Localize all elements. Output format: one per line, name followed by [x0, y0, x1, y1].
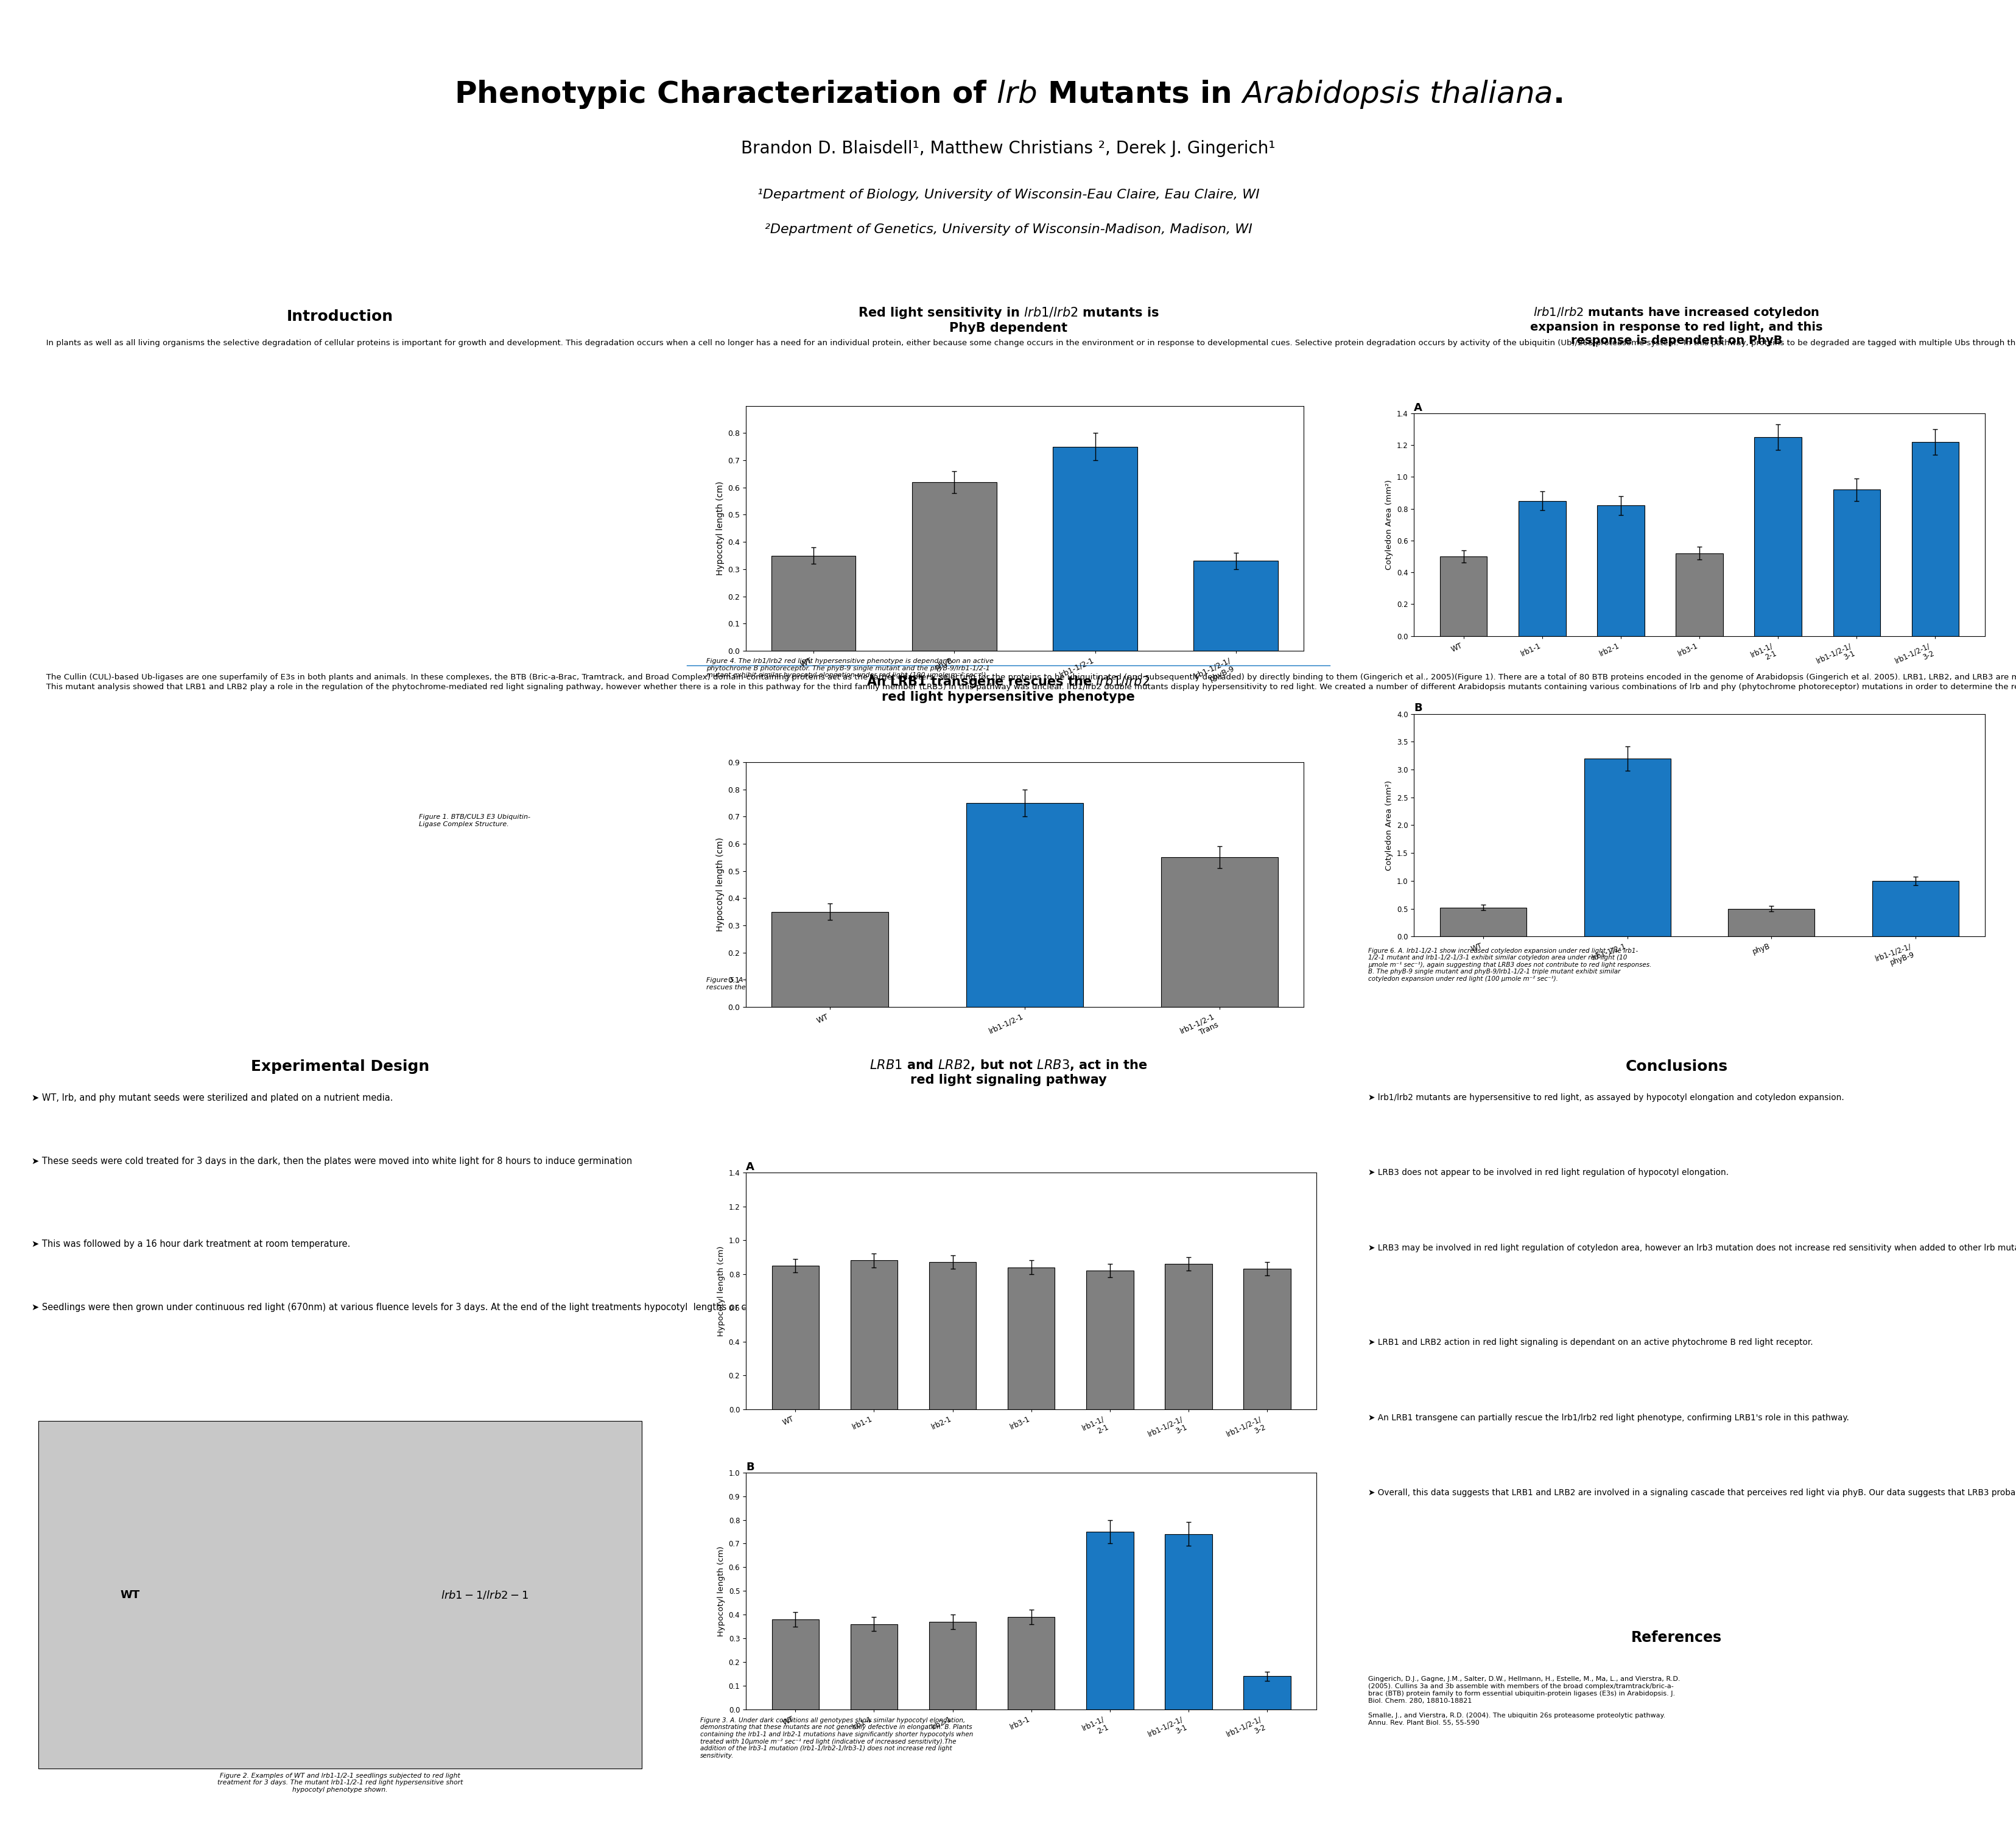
Text: $\it{lrb1-1/lrb2-1}$: $\it{lrb1-1/lrb2-1}$ — [439, 1589, 528, 1600]
Bar — [1871, 880, 1958, 937]
Text: ➤ These seeds were cold treated for 3 days in the dark, then the plates were mov: ➤ These seeds were cold treated for 3 da… — [32, 1156, 633, 1165]
Bar — [1728, 909, 1814, 937]
Bar — [1008, 1267, 1054, 1410]
Text: $\it{LRB1}$ and $\it{LRB2}$, but not $\it{LRB3}$, act in the
red light signaling: $\it{LRB1}$ and $\it{LRB2}$, but not $\i… — [869, 1059, 1147, 1086]
Y-axis label: Cotyledon Area (mm²): Cotyledon Area (mm²) — [1385, 479, 1393, 569]
Text: A: A — [746, 1162, 754, 1173]
Bar — [1439, 556, 1486, 635]
Bar — [1161, 858, 1278, 1007]
Text: Phenotypic Characterization of $\it{lrb}$ Mutants in $\it{Arabidopsis\ thaliana}: Phenotypic Characterization of $\it{lrb}… — [454, 79, 1562, 110]
Bar — [1244, 1268, 1290, 1410]
Bar — [911, 482, 996, 650]
Bar — [1911, 442, 1958, 635]
Bar — [1675, 554, 1722, 635]
Text: Gingerich, D.J., Gagne, J.M., Salter, D.W., Hellmann, H., Estelle, M., Ma, L., a: Gingerich, D.J., Gagne, J.M., Salter, D.… — [1367, 1677, 1679, 1727]
Bar — [1439, 908, 1526, 937]
Text: ➤ WT, lrb, and phy mutant seeds were sterilized and plated on a nutrient media.: ➤ WT, lrb, and phy mutant seeds were ste… — [32, 1094, 393, 1103]
Text: Experimental Design: Experimental Design — [250, 1060, 429, 1073]
Bar — [1087, 1532, 1133, 1710]
Text: ➤ This was followed by a 16 hour dark treatment at room temperature.: ➤ This was followed by a 16 hour dark tr… — [32, 1239, 351, 1248]
Bar — [772, 1620, 818, 1710]
Text: Introduction: Introduction — [286, 309, 393, 324]
Text: Figure 3. A. Under dark conditions all genotypes show similar hypocotyl elongati: Figure 3. A. Under dark conditions all g… — [700, 1718, 972, 1758]
Text: In plants as well as all living organisms the selective degradation of cellular : In plants as well as all living organism… — [38, 339, 2016, 346]
Bar — [1585, 758, 1669, 937]
Bar — [1518, 501, 1564, 635]
Text: A: A — [1413, 401, 1421, 412]
Bar — [1052, 447, 1137, 650]
Bar — [1193, 562, 1278, 650]
Text: ➤ LRB3 does not appear to be involved in red light regulation of hypocotyl elong: ➤ LRB3 does not appear to be involved in… — [1367, 1169, 1728, 1176]
Y-axis label: Hypocotyl length (cm): Hypocotyl length (cm) — [716, 481, 724, 576]
Text: Figure 5. A transgene encoding an epitope-tagged WT version of LRB1 partially
re: Figure 5. A transgene encoding an epitop… — [706, 978, 976, 990]
Bar — [38, 1421, 641, 1769]
Bar — [1754, 436, 1800, 635]
Text: Figure 4. The lrb1/lrb2 red light hypersensitive phenotype is dependant on an ac: Figure 4. The lrb1/lrb2 red light hypers… — [706, 659, 994, 679]
Bar — [1165, 1265, 1212, 1410]
Bar — [772, 1265, 818, 1410]
Text: $\it{lrb1/lrb2}$ mutants have increased cotyledon
expansion in response to red l: $\it{lrb1/lrb2}$ mutants have increased … — [1530, 306, 1822, 346]
Text: ➤ Seedlings were then grown under continuous red light (670nm) at various fluenc: ➤ Seedlings were then grown under contin… — [32, 1303, 887, 1313]
Text: Brandon D. Blaisdell¹, Matthew Christians ², Derek J. Gingerich¹: Brandon D. Blaisdell¹, Matthew Christian… — [742, 140, 1274, 156]
Text: ➤ Overall, this data suggests that LRB1 and LRB2 are involved in a signaling cas: ➤ Overall, this data suggests that LRB1 … — [1367, 1488, 2016, 1497]
Bar — [851, 1624, 897, 1710]
Bar — [929, 1263, 976, 1410]
Text: References: References — [1631, 1631, 1722, 1646]
Text: B: B — [746, 1462, 754, 1473]
Text: ²Department of Genetics, University of Wisconsin-Madison, Madison, WI: ²Department of Genetics, University of W… — [764, 223, 1252, 236]
Bar — [1087, 1270, 1133, 1410]
Text: ¹Department of Biology, University of Wisconsin-Eau Claire, Eau Claire, WI: ¹Department of Biology, University of Wi… — [756, 188, 1260, 201]
Text: The Cullin (CUL)-based Ub-ligases are one superfamily of E3s in both plants and : The Cullin (CUL)-based Ub-ligases are on… — [38, 674, 2016, 690]
Text: ➤ LRB3 may be involved in red light regulation of cotyledon area, however an lrb: ➤ LRB3 may be involved in red light regu… — [1367, 1243, 2016, 1252]
Text: Figure 2. Examples of WT and lrb1-1/2-1 seedlings subjected to red light
treatme: Figure 2. Examples of WT and lrb1-1/2-1 … — [218, 1773, 464, 1793]
Bar — [851, 1261, 897, 1410]
Text: WT: WT — [121, 1589, 139, 1600]
Text: Conclusions: Conclusions — [1625, 1060, 1728, 1073]
Y-axis label: Hypocotyl length (cm): Hypocotyl length (cm) — [718, 1546, 726, 1637]
Text: ➤ An LRB1 transgene can partially rescue the lrb1/lrb2 red light phenotype, conf: ➤ An LRB1 transgene can partially rescue… — [1367, 1414, 1849, 1421]
Y-axis label: Cotyledon Area (mm²): Cotyledon Area (mm²) — [1385, 781, 1393, 871]
Text: ➤ LRB1 and LRB2 action in red light signaling is dependant on an active phytochr: ➤ LRB1 and LRB2 action in red light sign… — [1367, 1338, 1812, 1348]
Bar — [1008, 1616, 1054, 1710]
Text: B: B — [1413, 703, 1421, 714]
Text: Figure 6. A. lrb1-1/2-1 show increased cotyledon expansion under red light. The : Figure 6. A. lrb1-1/2-1 show increased c… — [1367, 948, 1651, 981]
Text: An LRB1 transgene rescues the $\it{lrb1/lrb2}$
red light hypersensitive phenotyp: An LRB1 transgene rescues the $\it{lrb1/… — [867, 674, 1149, 703]
Bar — [1597, 506, 1643, 635]
Bar — [1833, 490, 1879, 635]
Bar — [966, 803, 1083, 1007]
Bar — [770, 556, 855, 650]
Bar — [1165, 1534, 1212, 1710]
Text: Figure 1. BTB/CUL3 E3 Ubiquitin-
Ligase Complex Structure.: Figure 1. BTB/CUL3 E3 Ubiquitin- Ligase … — [419, 814, 530, 827]
Bar — [770, 911, 887, 1007]
Y-axis label: Hypocotyl length (cm): Hypocotyl length (cm) — [716, 838, 724, 932]
Text: Red light sensitivity in $\it{lrb1/lrb2}$ mutants is
PhyB dependent: Red light sensitivity in $\it{lrb1/lrb2}… — [857, 306, 1159, 335]
Bar — [1244, 1677, 1290, 1710]
Y-axis label: Hypocotyl length (cm): Hypocotyl length (cm) — [718, 1246, 726, 1337]
Bar — [929, 1622, 976, 1710]
Text: ➤ lrb1/lrb2 mutants are hypersensitive to red light, as assayed by hypocotyl elo: ➤ lrb1/lrb2 mutants are hypersensitive t… — [1367, 1094, 1843, 1103]
